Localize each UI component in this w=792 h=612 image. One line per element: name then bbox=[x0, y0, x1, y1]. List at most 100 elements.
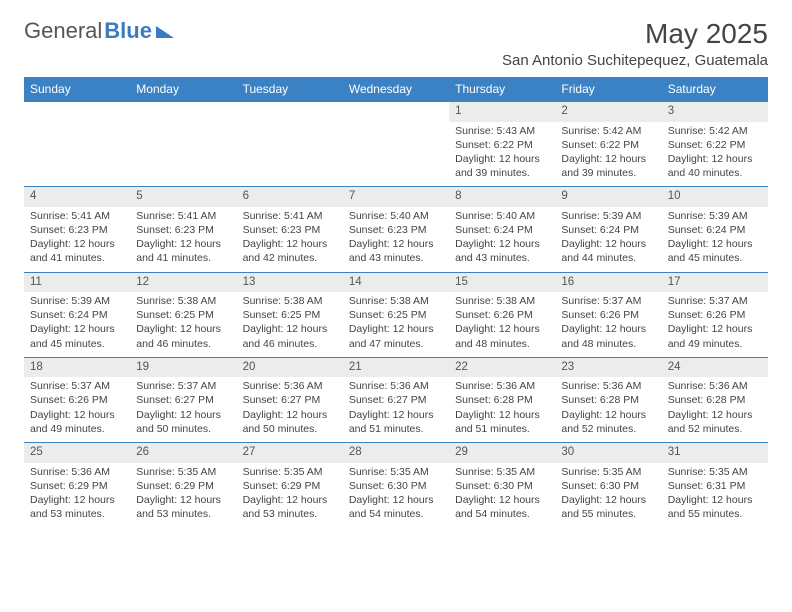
day-number: 30 bbox=[555, 443, 661, 463]
calendar-day-cell: 16Sunrise: 5:37 AMSunset: 6:26 PMDayligh… bbox=[555, 272, 661, 357]
logo-text-blue: Blue bbox=[104, 18, 152, 44]
day-details: Sunrise: 5:37 AMSunset: 6:26 PMDaylight:… bbox=[555, 292, 661, 357]
calendar-day-cell: 29Sunrise: 5:35 AMSunset: 6:30 PMDayligh… bbox=[449, 443, 555, 528]
day-details: Sunrise: 5:39 AMSunset: 6:24 PMDaylight:… bbox=[24, 292, 130, 357]
calendar-day-cell: 20Sunrise: 5:36 AMSunset: 6:27 PMDayligh… bbox=[237, 357, 343, 442]
day-details: Sunrise: 5:39 AMSunset: 6:24 PMDaylight:… bbox=[555, 207, 661, 272]
day-details: Sunrise: 5:38 AMSunset: 6:25 PMDaylight:… bbox=[237, 292, 343, 357]
day-details: Sunrise: 5:40 AMSunset: 6:24 PMDaylight:… bbox=[449, 207, 555, 272]
day-number: 16 bbox=[555, 273, 661, 293]
day-number: 15 bbox=[449, 273, 555, 293]
day-number: 13 bbox=[237, 273, 343, 293]
day-number: 7 bbox=[343, 187, 449, 207]
day-details: Sunrise: 5:35 AMSunset: 6:31 PMDaylight:… bbox=[662, 463, 768, 528]
calendar-day-cell bbox=[24, 102, 130, 187]
day-details: Sunrise: 5:42 AMSunset: 6:22 PMDaylight:… bbox=[555, 122, 661, 187]
day-number: 29 bbox=[449, 443, 555, 463]
day-number: 9 bbox=[555, 187, 661, 207]
calendar-day-cell: 26Sunrise: 5:35 AMSunset: 6:29 PMDayligh… bbox=[130, 443, 236, 528]
calendar-day-cell bbox=[237, 102, 343, 187]
day-details: Sunrise: 5:37 AMSunset: 6:27 PMDaylight:… bbox=[130, 377, 236, 442]
title-block: May 2025 San Antonio Suchitepequez, Guat… bbox=[502, 18, 768, 69]
day-number: 21 bbox=[343, 358, 449, 378]
weekday-header: Sunday bbox=[24, 77, 130, 102]
day-details: Sunrise: 5:43 AMSunset: 6:22 PMDaylight:… bbox=[449, 122, 555, 187]
calendar-day-cell bbox=[130, 102, 236, 187]
calendar-day-cell: 1Sunrise: 5:43 AMSunset: 6:22 PMDaylight… bbox=[449, 102, 555, 187]
calendar-day-cell: 14Sunrise: 5:38 AMSunset: 6:25 PMDayligh… bbox=[343, 272, 449, 357]
day-number: 19 bbox=[130, 358, 236, 378]
day-details: Sunrise: 5:42 AMSunset: 6:22 PMDaylight:… bbox=[662, 122, 768, 187]
calendar-day-cell: 4Sunrise: 5:41 AMSunset: 6:23 PMDaylight… bbox=[24, 187, 130, 272]
calendar-week-row: 1Sunrise: 5:43 AMSunset: 6:22 PMDaylight… bbox=[24, 102, 768, 187]
day-number: 23 bbox=[555, 358, 661, 378]
day-details: Sunrise: 5:38 AMSunset: 6:25 PMDaylight:… bbox=[343, 292, 449, 357]
day-number: 14 bbox=[343, 273, 449, 293]
calendar-day-cell: 25Sunrise: 5:36 AMSunset: 6:29 PMDayligh… bbox=[24, 443, 130, 528]
calendar-day-cell: 22Sunrise: 5:36 AMSunset: 6:28 PMDayligh… bbox=[449, 357, 555, 442]
calendar-day-cell: 23Sunrise: 5:36 AMSunset: 6:28 PMDayligh… bbox=[555, 357, 661, 442]
logo-text-general: General bbox=[24, 18, 102, 44]
calendar-day-cell: 7Sunrise: 5:40 AMSunset: 6:23 PMDaylight… bbox=[343, 187, 449, 272]
day-details: Sunrise: 5:35 AMSunset: 6:30 PMDaylight:… bbox=[449, 463, 555, 528]
calendar-header-row: SundayMondayTuesdayWednesdayThursdayFrid… bbox=[24, 77, 768, 102]
calendar-day-cell: 30Sunrise: 5:35 AMSunset: 6:30 PMDayligh… bbox=[555, 443, 661, 528]
weekday-header: Thursday bbox=[449, 77, 555, 102]
calendar-table: SundayMondayTuesdayWednesdayThursdayFrid… bbox=[24, 77, 768, 527]
location-subtitle: San Antonio Suchitepequez, Guatemala bbox=[502, 52, 768, 69]
calendar-day-cell: 3Sunrise: 5:42 AMSunset: 6:22 PMDaylight… bbox=[662, 102, 768, 187]
calendar-day-cell: 2Sunrise: 5:42 AMSunset: 6:22 PMDaylight… bbox=[555, 102, 661, 187]
header: GeneralBlue May 2025 San Antonio Suchite… bbox=[24, 18, 768, 69]
day-details: Sunrise: 5:35 AMSunset: 6:29 PMDaylight:… bbox=[237, 463, 343, 528]
day-number: 5 bbox=[130, 187, 236, 207]
day-number: 8 bbox=[449, 187, 555, 207]
day-number: 22 bbox=[449, 358, 555, 378]
calendar-day-cell: 24Sunrise: 5:36 AMSunset: 6:28 PMDayligh… bbox=[662, 357, 768, 442]
day-details: Sunrise: 5:38 AMSunset: 6:25 PMDaylight:… bbox=[130, 292, 236, 357]
day-details: Sunrise: 5:41 AMSunset: 6:23 PMDaylight:… bbox=[237, 207, 343, 272]
calendar-day-cell: 18Sunrise: 5:37 AMSunset: 6:26 PMDayligh… bbox=[24, 357, 130, 442]
calendar-day-cell: 28Sunrise: 5:35 AMSunset: 6:30 PMDayligh… bbox=[343, 443, 449, 528]
day-number: 3 bbox=[662, 102, 768, 122]
calendar-week-row: 11Sunrise: 5:39 AMSunset: 6:24 PMDayligh… bbox=[24, 272, 768, 357]
calendar-day-cell: 31Sunrise: 5:35 AMSunset: 6:31 PMDayligh… bbox=[662, 443, 768, 528]
weekday-header: Saturday bbox=[662, 77, 768, 102]
calendar-day-cell: 13Sunrise: 5:38 AMSunset: 6:25 PMDayligh… bbox=[237, 272, 343, 357]
calendar-day-cell: 5Sunrise: 5:41 AMSunset: 6:23 PMDaylight… bbox=[130, 187, 236, 272]
calendar-day-cell: 19Sunrise: 5:37 AMSunset: 6:27 PMDayligh… bbox=[130, 357, 236, 442]
calendar-day-cell: 6Sunrise: 5:41 AMSunset: 6:23 PMDaylight… bbox=[237, 187, 343, 272]
calendar-day-cell: 12Sunrise: 5:38 AMSunset: 6:25 PMDayligh… bbox=[130, 272, 236, 357]
day-details: Sunrise: 5:35 AMSunset: 6:29 PMDaylight:… bbox=[130, 463, 236, 528]
calendar-body: 1Sunrise: 5:43 AMSunset: 6:22 PMDaylight… bbox=[24, 102, 768, 528]
day-details: Sunrise: 5:35 AMSunset: 6:30 PMDaylight:… bbox=[343, 463, 449, 528]
day-number: 10 bbox=[662, 187, 768, 207]
day-details: Sunrise: 5:39 AMSunset: 6:24 PMDaylight:… bbox=[662, 207, 768, 272]
calendar-day-cell: 27Sunrise: 5:35 AMSunset: 6:29 PMDayligh… bbox=[237, 443, 343, 528]
day-number: 6 bbox=[237, 187, 343, 207]
day-details: Sunrise: 5:41 AMSunset: 6:23 PMDaylight:… bbox=[130, 207, 236, 272]
day-details: Sunrise: 5:35 AMSunset: 6:30 PMDaylight:… bbox=[555, 463, 661, 528]
day-number: 12 bbox=[130, 273, 236, 293]
calendar-day-cell: 21Sunrise: 5:36 AMSunset: 6:27 PMDayligh… bbox=[343, 357, 449, 442]
day-details: Sunrise: 5:38 AMSunset: 6:26 PMDaylight:… bbox=[449, 292, 555, 357]
day-details: Sunrise: 5:36 AMSunset: 6:29 PMDaylight:… bbox=[24, 463, 130, 528]
calendar-day-cell bbox=[343, 102, 449, 187]
calendar-week-row: 4Sunrise: 5:41 AMSunset: 6:23 PMDaylight… bbox=[24, 187, 768, 272]
day-details: Sunrise: 5:37 AMSunset: 6:26 PMDaylight:… bbox=[662, 292, 768, 357]
weekday-header: Tuesday bbox=[237, 77, 343, 102]
day-number: 17 bbox=[662, 273, 768, 293]
weekday-header: Friday bbox=[555, 77, 661, 102]
day-details: Sunrise: 5:36 AMSunset: 6:28 PMDaylight:… bbox=[555, 377, 661, 442]
weekday-header: Wednesday bbox=[343, 77, 449, 102]
day-details: Sunrise: 5:40 AMSunset: 6:23 PMDaylight:… bbox=[343, 207, 449, 272]
day-details: Sunrise: 5:36 AMSunset: 6:27 PMDaylight:… bbox=[343, 377, 449, 442]
day-number: 28 bbox=[343, 443, 449, 463]
calendar-week-row: 18Sunrise: 5:37 AMSunset: 6:26 PMDayligh… bbox=[24, 357, 768, 442]
day-details: Sunrise: 5:36 AMSunset: 6:28 PMDaylight:… bbox=[662, 377, 768, 442]
day-number: 24 bbox=[662, 358, 768, 378]
day-details: Sunrise: 5:36 AMSunset: 6:28 PMDaylight:… bbox=[449, 377, 555, 442]
day-number: 1 bbox=[449, 102, 555, 122]
day-details: Sunrise: 5:36 AMSunset: 6:27 PMDaylight:… bbox=[237, 377, 343, 442]
day-number: 26 bbox=[130, 443, 236, 463]
day-details: Sunrise: 5:41 AMSunset: 6:23 PMDaylight:… bbox=[24, 207, 130, 272]
